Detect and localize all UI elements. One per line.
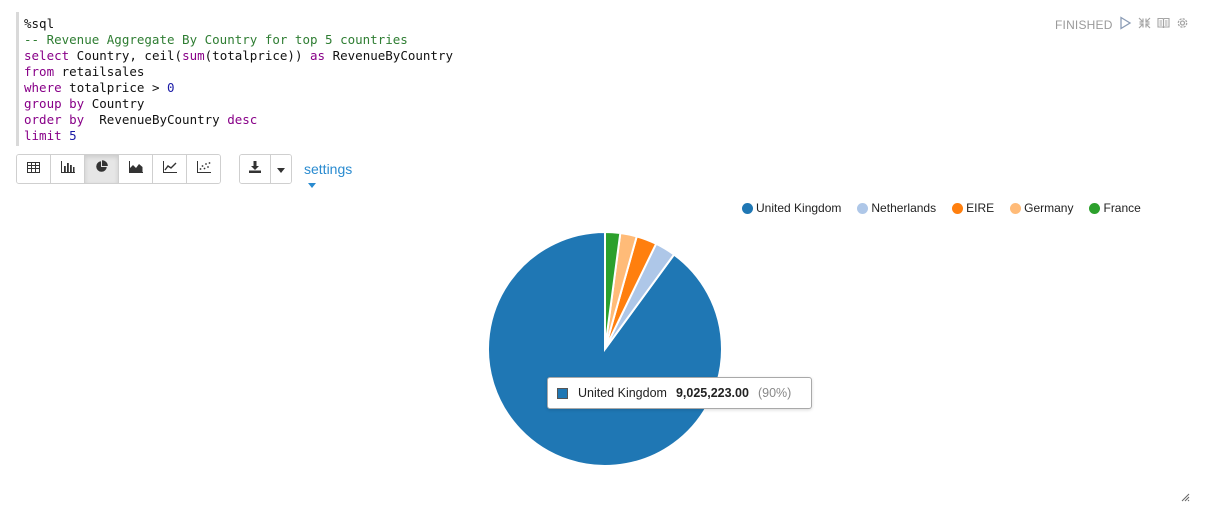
code-token: group by [24,96,85,111]
sql-code[interactable]: %sql -- Revenue Aggregate By Country for … [24,16,453,144]
code-token: order by [24,112,85,127]
code-line: %sql [24,16,453,32]
code-line: from retailsales [24,64,453,80]
code-token: RevenueByCountry [325,48,453,63]
code-line: group by Country [24,96,453,112]
code-line: -- Revenue Aggregate By Country for top … [24,32,453,48]
download-button[interactable] [240,155,271,183]
tooltip-swatch [557,387,568,399]
code-line: where totalprice > 0 [24,80,453,96]
code-token: %sql [24,16,55,31]
settings-caret-icon [308,182,316,188]
code-token: RevenueByCountry [84,112,228,127]
bar-chart-icon [60,160,75,178]
pie-chart-view-button[interactable] [85,155,119,183]
code-token: as [310,48,326,63]
tooltip-name: United Kingdom [578,386,667,400]
legend-item[interactable]: Netherlands [857,201,936,215]
chart-tooltip: United Kingdom 9,025,223.00 (90%) [547,377,812,409]
code-line: order by RevenueByCountry desc [24,112,453,128]
download-button-group [239,154,292,184]
code-token: from [24,64,55,79]
settings-dropdown[interactable]: settings [304,161,352,193]
tooltip-value: 9,025,223.00 [675,386,749,400]
gear-icon[interactable] [1176,16,1189,30]
run-icon[interactable] [1119,16,1132,30]
legend-label: EIRE [966,201,995,215]
legend-item[interactable]: France [1089,201,1141,215]
scatter-chart-icon [196,160,211,178]
legend-dot [1089,202,1101,214]
legend-dot [952,202,964,214]
chart-legend: United Kingdom Netherlands EIRE Germany Fran… [742,201,1157,215]
legend-dot [742,202,753,214]
code-token: desc [227,112,258,127]
caret-down-icon [277,160,285,178]
code-token: Country, [69,48,145,63]
table-icon [27,160,40,178]
code-token: where [24,80,62,95]
legend-item[interactable]: United Kingdom [742,201,841,215]
area-chart-icon [128,160,143,178]
legend-dot [1010,202,1022,214]
legend-item[interactable]: Germany [1010,201,1073,215]
tooltip-percent: (90%) [757,386,792,400]
legend-item[interactable]: EIRE [952,201,994,215]
code-token: limit [24,128,62,143]
code-token: sum [182,48,205,63]
code-token: retailsales [54,64,145,79]
code-token: (totalprice)) [204,48,310,63]
paragraph-controls [1119,16,1189,30]
expand-icon[interactable] [1138,16,1151,30]
settings-label: settings [304,161,353,177]
legend-label: France [1103,201,1141,215]
code-line: limit 5 [24,128,453,144]
pie-chart-icon [95,160,108,178]
download-icon [249,160,261,178]
area-chart-view-button[interactable] [119,155,153,183]
paragraph-status: FINISHED [1055,18,1113,32]
code-token: ( [174,48,183,63]
book-icon[interactable] [1157,16,1170,30]
code-token: ceil [144,48,175,63]
code-token: Country [84,96,145,111]
line-chart-icon [162,160,177,178]
code-line: select Country, ceil(sum(totalprice)) as… [24,48,453,64]
legend-label: United Kingdom [756,201,842,215]
code-token: -- Revenue Aggregate By Country for top … [24,32,408,47]
legend-dot [857,202,869,214]
code-editor[interactable]: %sql -- Revenue Aggregate By Country for … [16,12,1029,146]
code-token: select [24,48,70,63]
pie-slice[interactable] [604,230,622,350]
legend-label: Germany [1024,201,1074,215]
bar-chart-view-button[interactable] [51,155,85,183]
resize-handle-icon[interactable] [1180,489,1190,507]
line-chart-view-button[interactable] [153,155,187,183]
code-token: 5 [69,128,77,143]
code-token: totalprice > [61,80,167,95]
legend-label: Netherlands [871,201,937,215]
visualization-toolbar: settings [16,154,352,188]
code-token: 0 [167,80,175,95]
table-view-button[interactable] [17,155,51,183]
scatter-chart-view-button[interactable] [187,155,220,183]
download-dropdown-button[interactable] [271,155,291,183]
view-button-group [16,154,221,184]
